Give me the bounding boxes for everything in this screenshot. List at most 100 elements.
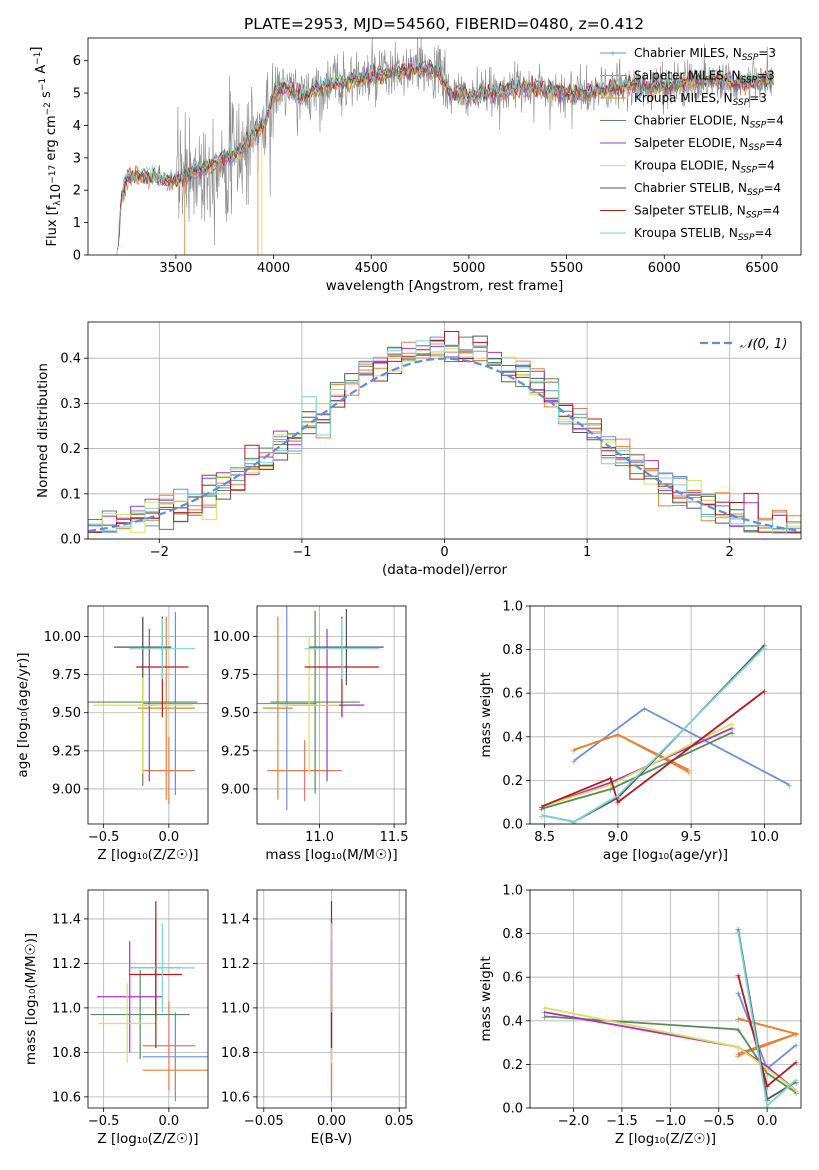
weight-marker: +: [735, 1047, 742, 1061]
plot-area: [88, 612, 208, 805]
legend: 𝒩(0, 1): [700, 337, 787, 352]
x-tick-label: 6000: [648, 261, 681, 276]
legend-name: Kroupa ELODIE, N: [634, 159, 741, 173]
y-tick-label: 11.0: [52, 1001, 81, 1016]
x-tick-label: −2: [150, 545, 169, 560]
panel-mass_vs_ebv: −0.05 0.00 0.05 10.6 10.8 11.0 11.2 11.4 E(B-V): [221, 889, 414, 1147]
legend-value: =3: [757, 69, 775, 83]
x-tick-label: 10.0: [750, 830, 779, 845]
legend-label-2: Kroupa MILES, NSSP=3: [634, 91, 767, 108]
legend-value: =4: [764, 181, 782, 195]
x-tick-label: 9.0: [608, 830, 629, 845]
weight-marker: +: [793, 1027, 800, 1041]
label-part: Flux [f: [45, 205, 60, 246]
weight-marker: +: [764, 1093, 771, 1107]
plot-area: [257, 606, 384, 811]
weight-marker: +: [571, 743, 578, 757]
y-tick-label: 1: [73, 216, 81, 231]
y-tick-label: 10.8: [52, 1046, 81, 1061]
y-tick-label: 9.50: [52, 706, 81, 721]
label-part: s: [39, 91, 54, 102]
model-line-8: [117, 58, 774, 243]
weight-line-7: [541, 690, 765, 808]
weight-marker: +: [764, 1080, 771, 1094]
label-part: erg cm: [44, 115, 59, 164]
weight-marker: +: [571, 815, 578, 829]
y-tick-label: 5: [73, 87, 81, 102]
y-tick-label: 0.2: [502, 774, 523, 789]
weight-marker: +: [735, 925, 742, 939]
weight-marker: +: [764, 1067, 771, 1081]
weight-marker: +: [793, 1084, 800, 1098]
y-tick-label: 0.8: [502, 927, 523, 942]
weight-marker: +: [729, 717, 736, 731]
legend-name: Chabrier MILES, N: [634, 46, 742, 60]
x-tick-label: 0.05: [385, 1114, 414, 1129]
x-tick-label: −1.5: [606, 1114, 638, 1129]
label-sup: −17: [48, 165, 58, 184]
legend-value: =4: [765, 136, 783, 150]
weight-marker: +: [764, 1062, 771, 1076]
y-tick-label: 0: [73, 249, 81, 264]
label-sup: −2: [43, 102, 53, 115]
weight-marker: +: [541, 1010, 548, 1024]
y-tick-label: 9.25: [221, 744, 250, 759]
plot-area: ++++++++++++++++++++++++++++++: [541, 923, 800, 1113]
label-sup: −1: [33, 52, 43, 65]
plot-area: [116, 38, 774, 255]
histogram-7: [88, 331, 801, 539]
x-tick-label: −0.05: [244, 1114, 284, 1129]
axes-frame: [529, 889, 802, 1109]
label-part: ]: [29, 47, 44, 52]
panel-spectrum: 3500 4000 4500 5000 5500 6000 6500 0 1 2 3 4 5 6 wavel…: [29, 37, 802, 294]
x-tick-label: 0.00: [317, 1114, 346, 1129]
axes-frame: [87, 37, 802, 256]
weight-line-3: [541, 731, 733, 810]
weight-marker: +: [735, 1040, 742, 1054]
weight-marker: +: [793, 1086, 800, 1100]
y-tick-label: 10.6: [221, 1090, 250, 1105]
weight-marker: +: [541, 1006, 548, 1020]
weight-line-2: [573, 733, 689, 773]
x-tick-label: 8.5: [534, 830, 555, 845]
y-tick-label: 3: [73, 151, 81, 166]
y-tick-label: 1.0: [502, 884, 523, 899]
y-tick-label: 10.8: [221, 1046, 250, 1061]
legend-name: Salpeter ELODIE, N: [634, 136, 748, 150]
x-tick-label: 4500: [355, 261, 388, 276]
legend-value: =3: [758, 46, 776, 60]
x-axis-label: wavelength [Angstrom, rest frame]: [326, 278, 564, 294]
weight-marker: +: [538, 800, 545, 814]
x-tick-label: 0.0: [159, 1114, 180, 1129]
y-axis-label: Normed distribution: [35, 363, 51, 498]
label-sub: λ: [53, 200, 63, 206]
weight-marker: +: [764, 1099, 771, 1113]
y-tick-label: 9.00: [52, 782, 81, 797]
y-tick-label: 11.4: [221, 912, 250, 927]
legend-label-7: Salpeter STELIB, NSSP=4: [634, 204, 780, 221]
legend-label-8: Kroupa STELIB, NSSP=4: [634, 226, 772, 243]
x-tick-label: 0.0: [757, 1114, 778, 1129]
legend-label-6: Chabrier STELIB, NSSP=4: [634, 181, 781, 198]
weight-marker: +: [541, 1001, 548, 1015]
y-tick-label: 0.4: [502, 730, 523, 745]
y-tick-label: 0.6: [502, 687, 523, 702]
weight-marker: +: [761, 639, 768, 653]
y-tick-label: 0.0: [502, 818, 523, 833]
legend-label-1: Salpeter MILES, NSSP=3: [634, 69, 775, 86]
legend-label-0: Chabrier MILES, NSSP=3: [634, 46, 776, 63]
weight-marker: +: [615, 728, 622, 742]
x-axis-label: Z [log₁₀(Z/Z☉)]: [615, 1131, 716, 1147]
y-tick-label: 0.4: [60, 352, 81, 367]
y-tick-label: 6: [73, 54, 81, 69]
legend-value: =4: [762, 204, 780, 218]
legend-sub: SSP: [733, 98, 750, 108]
legend-sub: SSP: [742, 53, 759, 63]
label-part: A: [34, 65, 49, 78]
weight-marker: +: [685, 765, 692, 779]
legend-name: Kroupa MILES, N: [634, 91, 733, 105]
legend-sub: SSP: [738, 233, 755, 243]
x-tick-label: 11.5: [380, 830, 409, 845]
